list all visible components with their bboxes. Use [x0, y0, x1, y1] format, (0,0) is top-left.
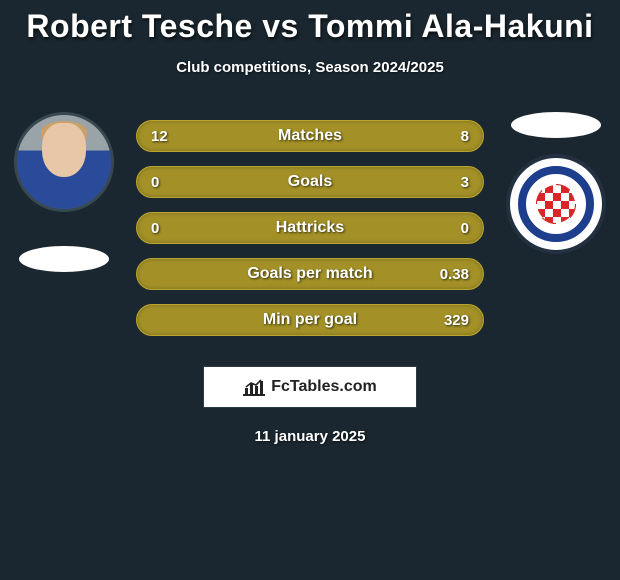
chart-icon [243, 378, 265, 396]
left-club-placeholder [19, 246, 109, 272]
right-club-crest [506, 154, 606, 254]
page-title: Robert Tesche vs Tommi Ala-Hakuni [0, 0, 620, 45]
stat-row-goals-per-match: Goals per match 0.38 [136, 258, 484, 290]
right-player-avatar-placeholder [511, 112, 601, 138]
stat-label: Matches [278, 127, 342, 145]
stat-left-value: 0 [151, 174, 159, 191]
comparison-bars: 12 Matches 8 0 Goals 3 0 Hattricks 0 Goa… [136, 120, 484, 350]
stat-right-value: 0.38 [440, 266, 469, 283]
player-photo-placeholder [17, 115, 111, 209]
subtitle: Club competitions, Season 2024/2025 [0, 59, 620, 76]
left-player-column [8, 112, 120, 272]
stat-row-hattricks: 0 Hattricks 0 [136, 212, 484, 244]
footer: FcTables.com 11 january 2025 [136, 350, 484, 445]
stat-label: Goals [288, 173, 332, 191]
right-player-column [500, 112, 612, 254]
stat-right-value: 329 [444, 312, 469, 329]
stat-label: Goals per match [247, 265, 372, 283]
brand-badge: FcTables.com [203, 366, 417, 408]
stat-row-min-per-goal: Min per goal 329 [136, 304, 484, 336]
stat-label: Hattricks [276, 219, 344, 237]
crest-checker [529, 177, 583, 231]
stat-left-value: 12 [151, 128, 168, 145]
stat-right-value: 3 [461, 174, 469, 191]
stat-label: Min per goal [263, 311, 357, 329]
brand-text: FcTables.com [271, 378, 377, 396]
left-player-avatar [14, 112, 114, 212]
stat-row-goals: 0 Goals 3 [136, 166, 484, 198]
stat-right-value: 8 [461, 128, 469, 145]
stat-row-matches: 12 Matches 8 [136, 120, 484, 152]
stat-left-value: 0 [151, 220, 159, 237]
stat-right-value: 0 [461, 220, 469, 237]
date-text: 11 january 2025 [136, 428, 484, 445]
